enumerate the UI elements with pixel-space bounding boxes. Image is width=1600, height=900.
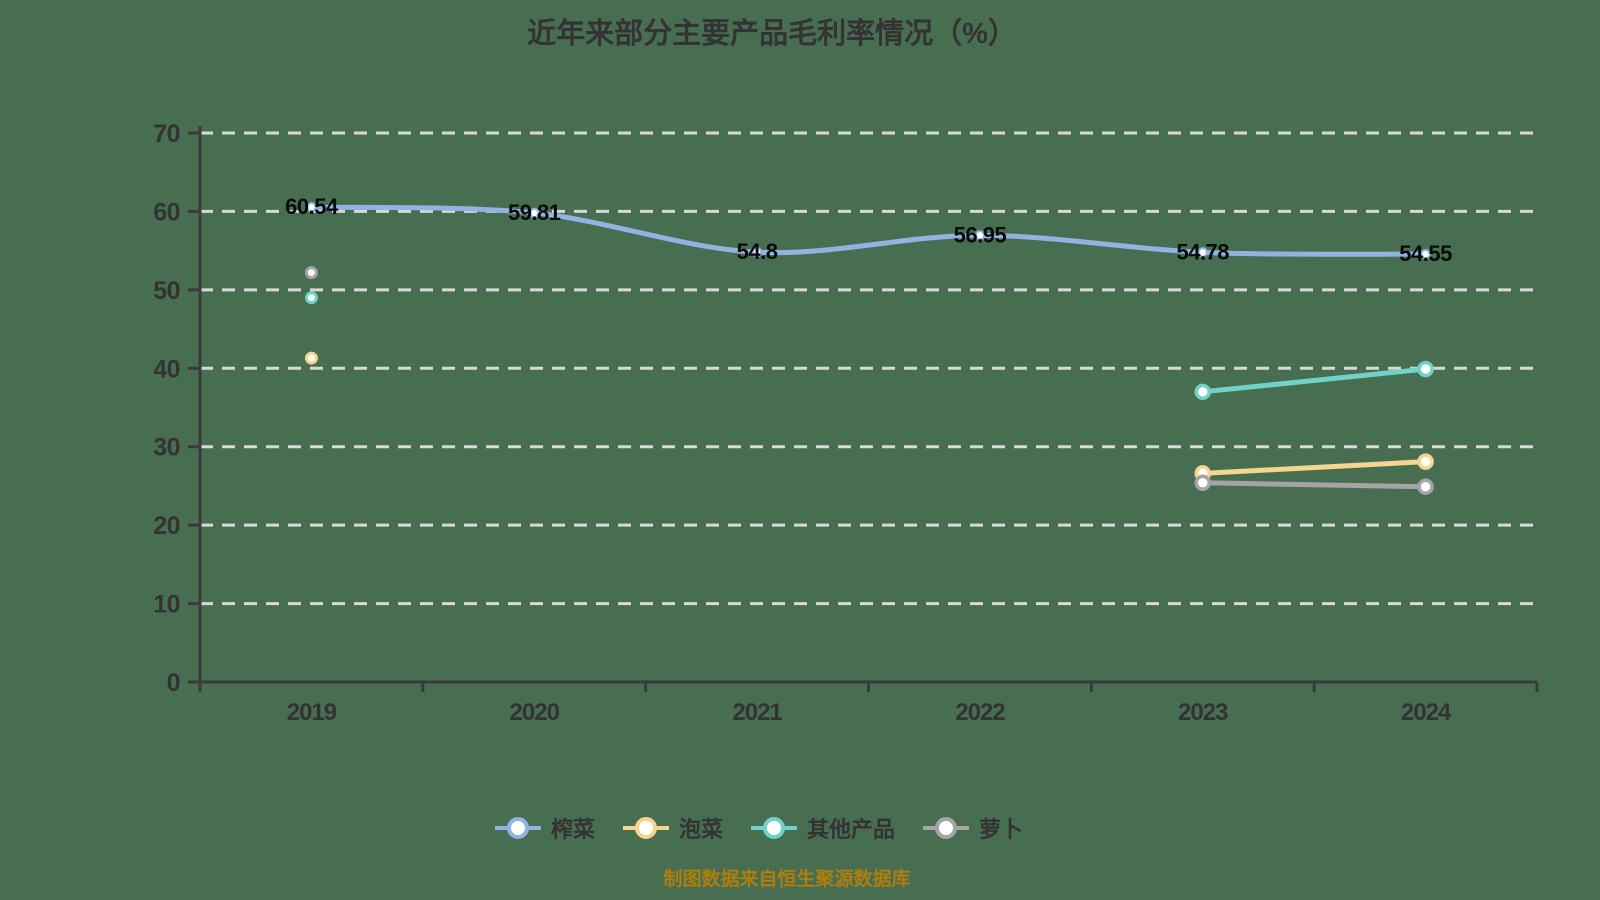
legend-label: 萝卜 (979, 817, 1024, 842)
chart-title: 近年来部分主要产品毛利率情况（%） (527, 18, 1017, 50)
data-point (306, 201, 317, 213)
tick-label-x: 2020 (510, 699, 560, 726)
series-line (308, 204, 1429, 257)
legend-marker-icon (923, 817, 970, 839)
data-point (1194, 383, 1211, 401)
data-point (1194, 474, 1211, 492)
data-point (304, 266, 318, 280)
legend-marker-icon (751, 817, 797, 839)
tick-label-x: 2021 (732, 699, 782, 726)
legend-item-1[interactable]: 泡菜 (622, 812, 723, 844)
series-line (1200, 366, 1429, 395)
source-note: 制图数据来自恒生聚源数据库 (663, 869, 911, 890)
data-point (1417, 478, 1434, 495)
data-point (1197, 247, 1208, 258)
data-point (1420, 248, 1431, 260)
legend-label: 其他产品 (807, 817, 896, 842)
legend-label: 泡菜 (678, 817, 723, 842)
data-label: 60.54 (285, 194, 339, 219)
tick-label-y: 40 (153, 355, 180, 383)
legend-item-2[interactable]: 其他产品 (751, 812, 895, 844)
series-line (1200, 459, 1429, 476)
tick-label-x: 2024 (1401, 699, 1452, 726)
tick-label-y: 50 (153, 277, 180, 305)
data-point (304, 291, 318, 305)
tick-label-y: 30 (153, 434, 180, 462)
data-point (974, 230, 986, 241)
legend-item-0[interactable]: 榨菜 (494, 812, 595, 844)
tick-label-x: 2022 (955, 699, 1005, 726)
tick-label-y: 20 (153, 512, 180, 540)
tick-label-y: 10 (153, 591, 180, 619)
legend: 榨菜 泡菜 其他产品 萝卜 (494, 812, 1023, 844)
data-point (529, 207, 540, 219)
series-line (1200, 480, 1429, 490)
tick-label-y: 0 (167, 669, 180, 697)
line-chart-plot: 0 10 20 30 40 50 60 70 2019 2020 2021 2022 2023 2024 6… (153, 120, 1539, 726)
data-label: 54.8 (737, 239, 778, 264)
legend-item-3[interactable]: 萝卜 (923, 812, 1023, 844)
data-point (751, 247, 763, 258)
tick-label-x: 2019 (287, 699, 337, 726)
data-label: 54.55 (1399, 241, 1452, 266)
data-label: 59.81 (508, 200, 561, 225)
tick-label-y: 70 (153, 120, 180, 148)
tick-label-x: 2023 (1178, 699, 1228, 726)
data-label: 56.95 (954, 222, 1007, 247)
data-point (1417, 453, 1434, 470)
data-label: 54.78 (1176, 239, 1229, 264)
legend-label: 榨菜 (550, 817, 595, 842)
legend-marker-icon (494, 817, 541, 839)
data-point (1417, 360, 1434, 378)
data-point (304, 351, 318, 365)
tick-label-y: 60 (153, 198, 180, 226)
legend-marker-icon (622, 817, 669, 839)
